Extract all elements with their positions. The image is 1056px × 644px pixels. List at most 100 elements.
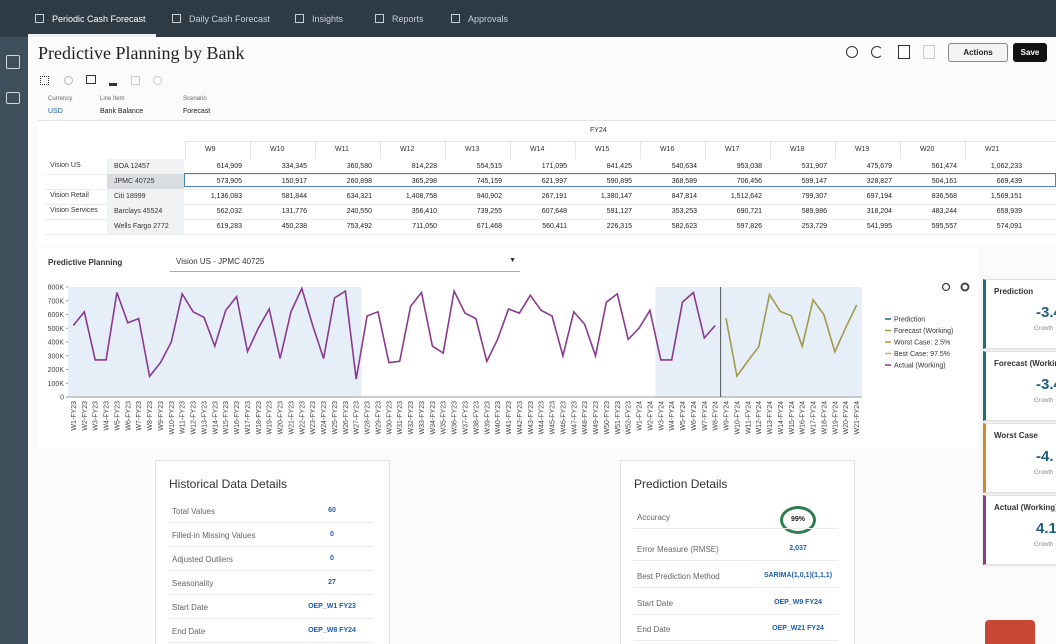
grid-cell[interactable]: 450,238 xyxy=(250,219,315,234)
grid-cell[interactable]: 799,307 xyxy=(770,189,835,204)
grid-cell[interactable]: 483,244 xyxy=(900,204,965,219)
pov-value[interactable]: Forecast xyxy=(183,108,210,115)
pov-label: Line Item xyxy=(100,96,125,102)
grid-cell[interactable]: 1,380,147 xyxy=(575,189,640,204)
column-divider xyxy=(315,142,316,159)
grid-cell[interactable]: 253,729 xyxy=(770,219,835,234)
grid-cell[interactable]: 690,721 xyxy=(705,204,770,219)
grid-cell[interactable]: 531,907 xyxy=(770,159,835,174)
grid-cell[interactable]: 131,776 xyxy=(250,204,315,219)
grid-cell[interactable]: 171,095 xyxy=(510,159,575,174)
y-tick-label: 300K xyxy=(48,353,65,360)
grid-cell[interactable]: 953,038 xyxy=(705,159,770,174)
nav-tab-icon xyxy=(35,14,44,23)
x-tick-label: W38-FY23 xyxy=(473,401,480,435)
grid-cell[interactable]: 267,191 xyxy=(510,189,575,204)
column-header: W16 xyxy=(660,146,674,153)
column-divider xyxy=(575,142,576,159)
grid-cell[interactable]: 591,127 xyxy=(575,204,640,219)
grid-cell[interactable]: 562,032 xyxy=(185,204,250,219)
grid-cell[interactable]: 226,315 xyxy=(575,219,640,234)
grid-cell[interactable]: 318,204 xyxy=(835,204,900,219)
app-icon xyxy=(985,620,1035,644)
grid-cell[interactable]: 589,986 xyxy=(770,204,835,219)
grid-cell[interactable]: 574,091 xyxy=(965,219,1030,234)
x-tick-label: W4-FY24 xyxy=(669,401,676,431)
x-tick-label: W45-FY23 xyxy=(550,401,557,435)
grid-cell[interactable]: 541,995 xyxy=(835,219,900,234)
x-tick-label: W11-FY23 xyxy=(180,401,187,434)
summary-card: Actual (Working)4.1Growth xyxy=(983,495,1056,565)
detail-value: OEP_W9 FY24 xyxy=(738,599,858,606)
pov-value[interactable]: USD xyxy=(48,108,63,115)
column-divider xyxy=(900,142,901,159)
details-panel: Historical Data DetailsTotal Values60Fil… xyxy=(155,460,390,644)
grid-cell[interactable]: 841,425 xyxy=(575,159,640,174)
grid-cell[interactable]: 240,550 xyxy=(315,204,380,219)
grid-cell[interactable]: 356,410 xyxy=(380,204,445,219)
detail-value: 0 xyxy=(272,531,392,538)
grid-cell[interactable]: 659,939 xyxy=(965,204,1030,219)
grid-cell[interactable]: 836,568 xyxy=(900,189,965,204)
grid-cell[interactable]: 847,814 xyxy=(640,189,705,204)
grid-cell[interactable]: 671,468 xyxy=(445,219,510,234)
grid-cell[interactable]: 1,136,083 xyxy=(185,189,250,204)
x-tick-label: W48-FY23 xyxy=(582,401,589,435)
grid-cell[interactable]: 540,634 xyxy=(640,159,705,174)
grid-cell[interactable]: 595,557 xyxy=(900,219,965,234)
x-tick-label: W21-FY24 xyxy=(854,401,861,435)
grid-cell[interactable]: 697,194 xyxy=(835,189,900,204)
nav-tab[interactable]: Periodic Cash Forecast xyxy=(52,14,146,24)
grid-cell[interactable]: 614,909 xyxy=(185,159,250,174)
detail-divider xyxy=(168,618,373,619)
row-bank: Citi 18999 xyxy=(107,189,184,204)
grid-cell[interactable]: 814,228 xyxy=(380,159,445,174)
pov-label: Currency xyxy=(48,96,72,102)
y-tick-label: 600K xyxy=(48,312,65,319)
grid-cell[interactable]: 739,255 xyxy=(445,204,510,219)
grid-cell[interactable]: 1,569,151 xyxy=(965,189,1030,204)
grid-cell[interactable]: 607,648 xyxy=(510,204,575,219)
grid-cell[interactable]: 360,580 xyxy=(315,159,380,174)
grid-cell[interactable]: 334,345 xyxy=(250,159,315,174)
y-tick-label: 100K xyxy=(48,381,65,388)
y-tick-label: 800K xyxy=(48,285,65,292)
grid-cell[interactable]: 353,253 xyxy=(640,204,705,219)
selected-row-outline xyxy=(184,173,1056,187)
grid-cell[interactable]: 560,411 xyxy=(510,219,575,234)
pov-value[interactable]: Bank Balance xyxy=(100,108,143,115)
grid-cell[interactable]: 561,474 xyxy=(900,159,965,174)
grid-cell[interactable]: 475,679 xyxy=(835,159,900,174)
grid-cell[interactable]: 634,321 xyxy=(315,189,380,204)
legend-label: Prediction xyxy=(894,317,925,324)
grid-cell[interactable]: 597,826 xyxy=(705,219,770,234)
x-tick-label: W52-FY23 xyxy=(626,401,633,435)
grid-cell[interactable]: 619,283 xyxy=(185,219,250,234)
nav-tab[interactable]: Reports xyxy=(392,14,424,24)
x-tick-label: W6-FY24 xyxy=(691,401,698,431)
column-header: W20 xyxy=(920,146,934,153)
nav-tab[interactable]: Insights xyxy=(312,14,343,24)
column-divider xyxy=(445,142,446,159)
x-tick-label: W19-FY23 xyxy=(267,401,274,435)
grid-cell[interactable]: 940,902 xyxy=(445,189,510,204)
grid-cell[interactable]: 554,515 xyxy=(445,159,510,174)
grid-cell[interactable]: 1,512,642 xyxy=(705,189,770,204)
grid-cell[interactable]: 1,062,233 xyxy=(965,159,1030,174)
row-bank: Wells Fargo 2772 xyxy=(107,219,184,234)
grid-cell[interactable]: 581,844 xyxy=(250,189,315,204)
x-tick-label: W24-FY23 xyxy=(321,401,328,435)
x-tick-label: W5-FY23 xyxy=(114,401,121,431)
x-tick-label: W44-FY23 xyxy=(539,401,546,435)
x-tick-label: W1-FY23 xyxy=(71,401,78,431)
y-tick-label: 700K xyxy=(48,298,65,305)
grid-cell[interactable]: 1,408,758 xyxy=(380,189,445,204)
x-tick-label: W2-FY24 xyxy=(647,401,654,431)
nav-tab[interactable]: Daily Cash Forecast xyxy=(189,14,270,24)
grid-cell[interactable]: 711,050 xyxy=(380,219,445,234)
grid-cell[interactable]: 753,492 xyxy=(315,219,380,234)
detail-value: 27 xyxy=(272,579,392,586)
grid-cell[interactable]: 582,623 xyxy=(640,219,705,234)
x-tick-label: W32-FY23 xyxy=(408,401,415,435)
nav-tab[interactable]: Approvals xyxy=(468,14,508,24)
